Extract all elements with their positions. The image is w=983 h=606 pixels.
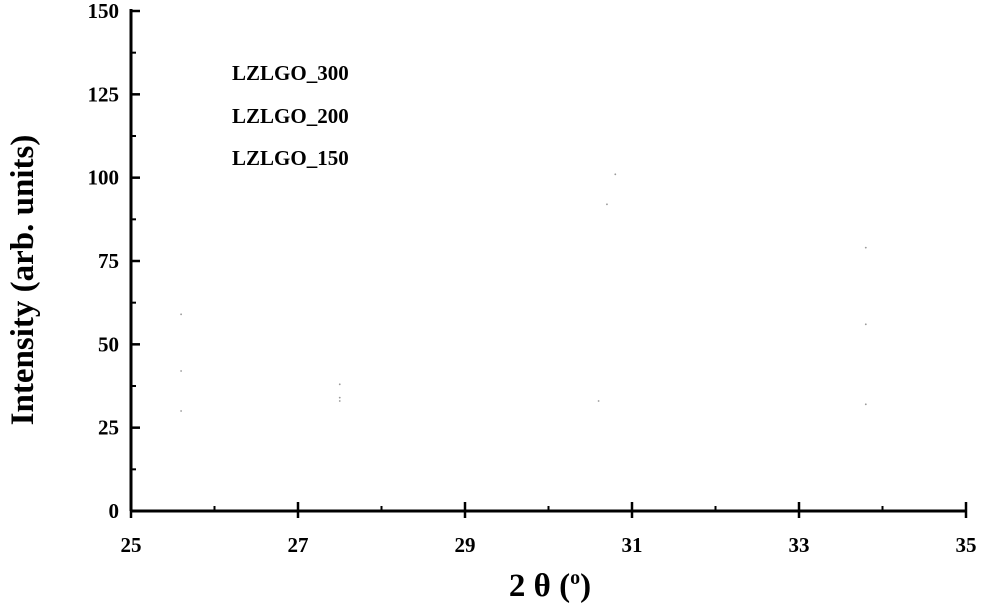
series-1-point [180,313,183,316]
y-tick-label: 150 [88,0,120,23]
x-tick-label: 33 [789,533,810,557]
y-tick-label: 50 [98,332,119,356]
series-2-point [864,323,867,326]
series-3-point [597,400,600,402]
series-2-point [338,396,341,399]
x-tick-label: 31 [622,533,643,557]
plot-area [180,173,867,412]
y-tick-label: 100 [88,166,120,190]
x-tick-label: 29 [455,533,476,557]
legend-entry-1: LZLGO_300 [232,61,349,85]
series-1-point [614,173,617,176]
y-tick-label: 25 [98,416,119,440]
x-tick-label: 25 [121,533,142,557]
series-2-point [180,370,183,372]
axes [129,9,968,518]
x-axis-title-sup: o [570,567,580,589]
series-3-point [338,400,341,402]
series-1-point [338,383,341,386]
series-1-point [864,246,867,249]
legend-entry-3: LZLGO_150 [232,146,349,170]
y-tick-label: 125 [88,82,120,106]
y-axis-title: Intensity (arb. units) [5,135,41,426]
y-tick-label: 75 [98,249,119,273]
x-axis-title-main: 2 θ ( [509,568,570,604]
y-tick-label: 0 [109,499,120,523]
series-3-point [864,403,867,406]
x-axis-title-end: ) [580,568,591,604]
series-2-point [606,203,608,206]
legend-entry-2: LZLGO_200 [232,104,349,128]
x-tick-label: 27 [288,533,309,557]
x-tick-label: 35 [956,533,977,557]
legend: LZLGO_300 LZLGO_200 LZLGO_150 [232,61,349,170]
x-axis-title: 2 θ (o) [509,567,591,604]
series-3-point [180,410,183,412]
